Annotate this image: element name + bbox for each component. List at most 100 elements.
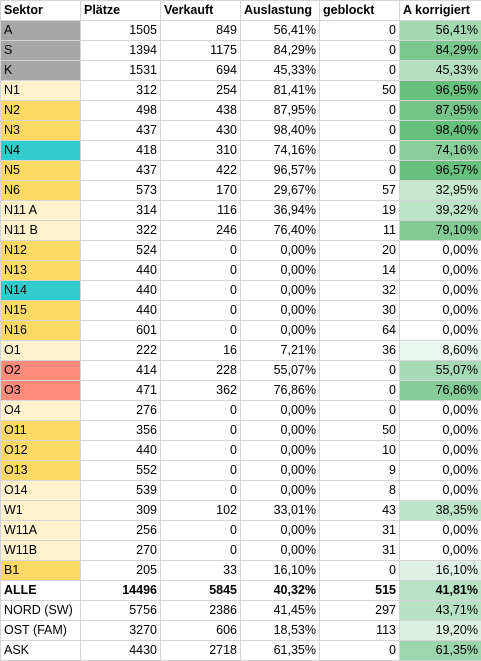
cell-auslastung[interactable]: 0,00% xyxy=(241,421,320,441)
cell-auslastung[interactable]: 56,41% xyxy=(241,21,320,41)
cell-sektor[interactable]: W11A xyxy=(1,521,81,541)
cell-verkauft[interactable]: 254 xyxy=(161,81,241,101)
cell-plaetze[interactable]: 440 xyxy=(81,281,161,301)
cell-sektor[interactable]: N4 xyxy=(1,141,81,161)
cell-geblockt[interactable]: 0 xyxy=(320,361,400,381)
cell-auslastung[interactable]: 84,29% xyxy=(241,41,320,61)
cell-plaetze[interactable]: 471 xyxy=(81,381,161,401)
cell-verkauft[interactable]: 0 xyxy=(161,541,241,561)
cell-sektor[interactable]: O1 xyxy=(1,341,81,361)
cell-plaetze[interactable]: 440 xyxy=(81,261,161,281)
cell-auslastung[interactable]: 98,40% xyxy=(241,121,320,141)
cell-a-korrigiert[interactable]: 0,00% xyxy=(400,261,481,281)
cell-auslastung[interactable]: 76,86% xyxy=(241,381,320,401)
cell-plaetze[interactable]: 539 xyxy=(81,481,161,501)
cell-sektor[interactable]: ALLE xyxy=(1,581,81,601)
cell-auslastung[interactable]: 0,00% xyxy=(241,281,320,301)
cell-plaetze[interactable]: 573 xyxy=(81,181,161,201)
cell-auslastung[interactable]: 87,95% xyxy=(241,101,320,121)
cell-geblockt[interactable]: 50 xyxy=(320,421,400,441)
cell-sektor[interactable]: N5 xyxy=(1,161,81,181)
cell-verkauft[interactable]: 0 xyxy=(161,261,241,281)
cell-geblockt[interactable]: 31 xyxy=(320,541,400,561)
cell-geblockt[interactable]: 0 xyxy=(320,641,400,661)
cell-verkauft[interactable]: 16 xyxy=(161,341,241,361)
cell-geblockt[interactable]: 14 xyxy=(320,261,400,281)
cell-plaetze[interactable]: 270 xyxy=(81,541,161,561)
cell-a-korrigiert[interactable]: 0,00% xyxy=(400,321,481,341)
cell-verkauft[interactable]: 0 xyxy=(161,521,241,541)
cell-geblockt[interactable]: 36 xyxy=(320,341,400,361)
header-auslastung[interactable]: Auslastung xyxy=(241,1,320,21)
cell-geblockt[interactable]: 8 xyxy=(320,481,400,501)
cell-geblockt[interactable]: 113 xyxy=(320,621,400,641)
cell-verkauft[interactable]: 0 xyxy=(161,241,241,261)
cell-a-korrigiert[interactable]: 41,81% xyxy=(400,581,481,601)
cell-a-korrigiert[interactable]: 43,71% xyxy=(400,601,481,621)
cell-sektor[interactable]: O4 xyxy=(1,401,81,421)
cell-sektor[interactable]: A xyxy=(1,21,81,41)
cell-sektor[interactable]: B1 xyxy=(1,561,81,581)
cell-a-korrigiert[interactable]: 74,16% xyxy=(400,141,481,161)
cell-a-korrigiert[interactable]: 55,07% xyxy=(400,361,481,381)
cell-plaetze[interactable]: 524 xyxy=(81,241,161,261)
cell-geblockt[interactable]: 43 xyxy=(320,501,400,521)
cell-geblockt[interactable]: 57 xyxy=(320,181,400,201)
cell-verkauft[interactable]: 0 xyxy=(161,441,241,461)
cell-a-korrigiert[interactable]: 0,00% xyxy=(400,481,481,501)
cell-plaetze[interactable]: 309 xyxy=(81,501,161,521)
cell-plaetze[interactable]: 314 xyxy=(81,201,161,221)
cell-a-korrigiert[interactable]: 76,86% xyxy=(400,381,481,401)
cell-sektor[interactable]: N13 xyxy=(1,261,81,281)
cell-plaetze[interactable]: 14496 xyxy=(81,581,161,601)
cell-sektor[interactable]: N14 xyxy=(1,281,81,301)
cell-auslastung[interactable]: 0,00% xyxy=(241,541,320,561)
cell-auslastung[interactable]: 96,57% xyxy=(241,161,320,181)
cell-a-korrigiert[interactable]: 79,10% xyxy=(400,221,481,241)
cell-geblockt[interactable]: 0 xyxy=(320,61,400,81)
cell-sektor[interactable]: N11 A xyxy=(1,201,81,221)
cell-a-korrigiert[interactable]: 19,20% xyxy=(400,621,481,641)
header-sektor[interactable]: Sektor xyxy=(1,1,81,21)
cell-verkauft[interactable]: 5845 xyxy=(161,581,241,601)
cell-plaetze[interactable]: 356 xyxy=(81,421,161,441)
cell-a-korrigiert[interactable]: 32,95% xyxy=(400,181,481,201)
cell-sektor[interactable]: N15 xyxy=(1,301,81,321)
cell-verkauft[interactable]: 849 xyxy=(161,21,241,41)
cell-a-korrigiert[interactable]: 0,00% xyxy=(400,541,481,561)
cell-a-korrigiert[interactable]: 45,33% xyxy=(400,61,481,81)
cell-a-korrigiert[interactable]: 0,00% xyxy=(400,521,481,541)
cell-verkauft[interactable]: 430 xyxy=(161,121,241,141)
cell-sektor[interactable]: N3 xyxy=(1,121,81,141)
cell-a-korrigiert[interactable]: 16,10% xyxy=(400,561,481,581)
cell-verkauft[interactable]: 246 xyxy=(161,221,241,241)
cell-auslastung[interactable]: 16,10% xyxy=(241,561,320,581)
cell-a-korrigiert[interactable]: 0,00% xyxy=(400,401,481,421)
cell-geblockt[interactable]: 0 xyxy=(320,101,400,121)
cell-geblockt[interactable]: 10 xyxy=(320,441,400,461)
cell-plaetze[interactable]: 437 xyxy=(81,161,161,181)
cell-sektor[interactable]: K xyxy=(1,61,81,81)
cell-auslastung[interactable]: 0,00% xyxy=(241,521,320,541)
cell-a-korrigiert[interactable]: 0,00% xyxy=(400,441,481,461)
cell-verkauft[interactable]: 438 xyxy=(161,101,241,121)
cell-geblockt[interactable]: 19 xyxy=(320,201,400,221)
cell-verkauft[interactable]: 116 xyxy=(161,201,241,221)
cell-verkauft[interactable]: 102 xyxy=(161,501,241,521)
cell-sektor[interactable]: N2 xyxy=(1,101,81,121)
cell-auslastung[interactable]: 76,40% xyxy=(241,221,320,241)
cell-auslastung[interactable]: 74,16% xyxy=(241,141,320,161)
cell-auslastung[interactable]: 0,00% xyxy=(241,241,320,261)
cell-verkauft[interactable]: 170 xyxy=(161,181,241,201)
cell-auslastung[interactable]: 0,00% xyxy=(241,261,320,281)
cell-sektor[interactable]: O3 xyxy=(1,381,81,401)
cell-verkauft[interactable]: 310 xyxy=(161,141,241,161)
cell-plaetze[interactable]: 552 xyxy=(81,461,161,481)
cell-auslastung[interactable]: 45,33% xyxy=(241,61,320,81)
cell-geblockt[interactable]: 297 xyxy=(320,601,400,621)
cell-verkauft[interactable]: 2718 xyxy=(161,641,241,661)
cell-sektor[interactable]: O13 xyxy=(1,461,81,481)
cell-a-korrigiert[interactable]: 0,00% xyxy=(400,281,481,301)
cell-verkauft[interactable]: 0 xyxy=(161,461,241,481)
cell-sektor[interactable]: O14 xyxy=(1,481,81,501)
